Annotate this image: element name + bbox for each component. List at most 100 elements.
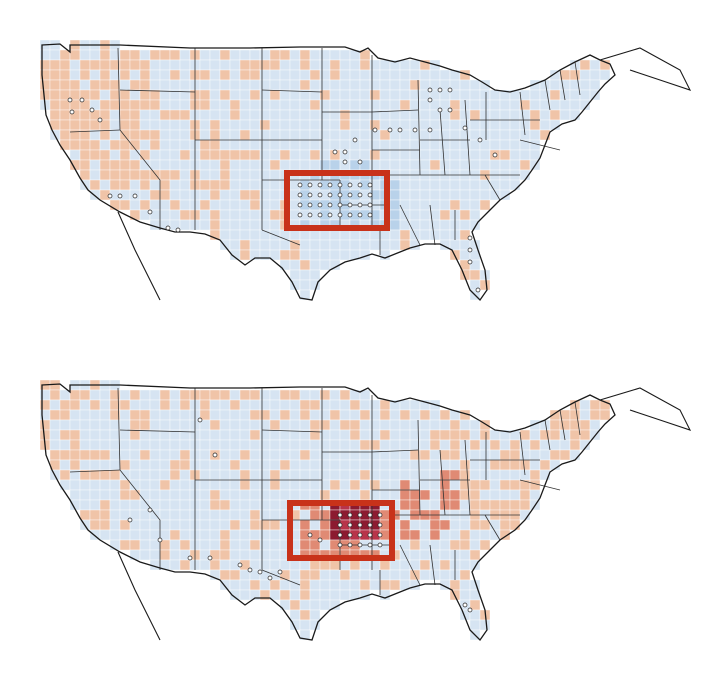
grid-cell bbox=[239, 79, 251, 91]
grid-cell bbox=[329, 449, 341, 461]
grid-cell bbox=[299, 439, 311, 451]
grid-cell bbox=[559, 419, 571, 431]
country-outline bbox=[41, 383, 692, 642]
grid-cell bbox=[239, 239, 251, 251]
grid-cell bbox=[259, 549, 271, 561]
grid-cell bbox=[159, 469, 171, 481]
grid-cell bbox=[389, 419, 401, 431]
grid-cell bbox=[159, 189, 171, 201]
grid-cell bbox=[279, 579, 291, 591]
significance-dot bbox=[342, 159, 348, 165]
grid-cell bbox=[449, 129, 461, 141]
grid-cell bbox=[589, 79, 601, 91]
grid-cell bbox=[479, 99, 491, 111]
grid-cell bbox=[179, 519, 191, 531]
grid-cell bbox=[129, 529, 141, 541]
grid-cell bbox=[419, 439, 431, 451]
state-border bbox=[119, 429, 196, 433]
grid-cell bbox=[239, 409, 251, 421]
grid-cell bbox=[579, 439, 591, 451]
grid-cell bbox=[479, 489, 491, 501]
grid-cell bbox=[179, 489, 191, 501]
grid-cell bbox=[249, 539, 261, 551]
grid-cell bbox=[309, 469, 321, 481]
grid-cell bbox=[99, 59, 111, 71]
grid-cell bbox=[509, 449, 521, 461]
grid-cell bbox=[429, 179, 441, 191]
grid-cell bbox=[89, 449, 101, 461]
grid-cell bbox=[439, 429, 451, 441]
grid-cell bbox=[269, 69, 281, 81]
grid-cell bbox=[259, 449, 271, 461]
grid-cell bbox=[169, 69, 181, 81]
grid-cell bbox=[149, 199, 161, 211]
grid-cell bbox=[539, 469, 551, 481]
grid-cell bbox=[579, 419, 591, 431]
grid-cell bbox=[89, 439, 101, 451]
grid-cell bbox=[469, 199, 481, 211]
grid-cell bbox=[259, 159, 271, 171]
grid-cell bbox=[289, 609, 301, 621]
grid-cell bbox=[259, 109, 271, 121]
grid-cell bbox=[339, 109, 351, 121]
grid-cell bbox=[229, 399, 241, 411]
grid-cell bbox=[239, 89, 251, 101]
grid-cell bbox=[89, 429, 101, 441]
grid-cell bbox=[239, 159, 251, 171]
grid-cell bbox=[199, 519, 211, 531]
grid-cell bbox=[79, 109, 91, 121]
grid-cell bbox=[439, 489, 451, 501]
grid-cell bbox=[509, 139, 521, 151]
grid-cell bbox=[289, 599, 301, 611]
grid-cell bbox=[239, 399, 251, 411]
significance-dot bbox=[317, 212, 323, 218]
grid-cell bbox=[129, 49, 141, 61]
grid-cell bbox=[119, 169, 131, 181]
grid-cell bbox=[299, 629, 311, 641]
significance-dot bbox=[387, 127, 393, 133]
grid-cell bbox=[229, 169, 241, 181]
grid-cell bbox=[279, 459, 291, 471]
grid-cell bbox=[389, 219, 401, 231]
grid-cell bbox=[279, 109, 291, 121]
grid-cell bbox=[449, 519, 461, 531]
grid-cell bbox=[99, 469, 111, 481]
grid-cell bbox=[259, 429, 271, 441]
grid-cell bbox=[319, 259, 331, 271]
grid-cell bbox=[359, 119, 371, 131]
significance-dot bbox=[357, 159, 363, 165]
significance-dot bbox=[437, 107, 443, 113]
grid-cell bbox=[179, 209, 191, 221]
grid-cell bbox=[399, 519, 411, 531]
grid-cell bbox=[289, 569, 301, 581]
state-border bbox=[519, 91, 526, 136]
grid-cell bbox=[119, 389, 131, 401]
grid-cell bbox=[379, 559, 391, 571]
grid-cell bbox=[209, 179, 221, 191]
grid-cell bbox=[249, 469, 261, 481]
grid-cell bbox=[299, 279, 311, 291]
grid-cell bbox=[169, 49, 181, 61]
grid-cell bbox=[309, 229, 321, 241]
grid-cell bbox=[239, 469, 251, 481]
grid-cell bbox=[409, 529, 421, 541]
grid-cell bbox=[499, 109, 511, 121]
grid-cell bbox=[149, 469, 161, 481]
significance-dot bbox=[372, 127, 378, 133]
grid-cell bbox=[439, 479, 451, 491]
grid-cell bbox=[269, 409, 281, 421]
grid-cell bbox=[309, 439, 321, 451]
grid-cell bbox=[289, 269, 301, 281]
grid-cell bbox=[129, 409, 141, 421]
grid-cell bbox=[379, 229, 391, 241]
significance-dot bbox=[467, 235, 473, 241]
grid-cell bbox=[229, 499, 241, 511]
grid-cell bbox=[319, 489, 331, 501]
grid-cell bbox=[149, 159, 161, 171]
grid-cell bbox=[59, 109, 71, 121]
grid-cell bbox=[219, 189, 231, 201]
grid-cell bbox=[259, 439, 271, 451]
grid-cell bbox=[49, 429, 61, 441]
significance-dot bbox=[327, 192, 333, 198]
grid-cell bbox=[99, 139, 111, 151]
